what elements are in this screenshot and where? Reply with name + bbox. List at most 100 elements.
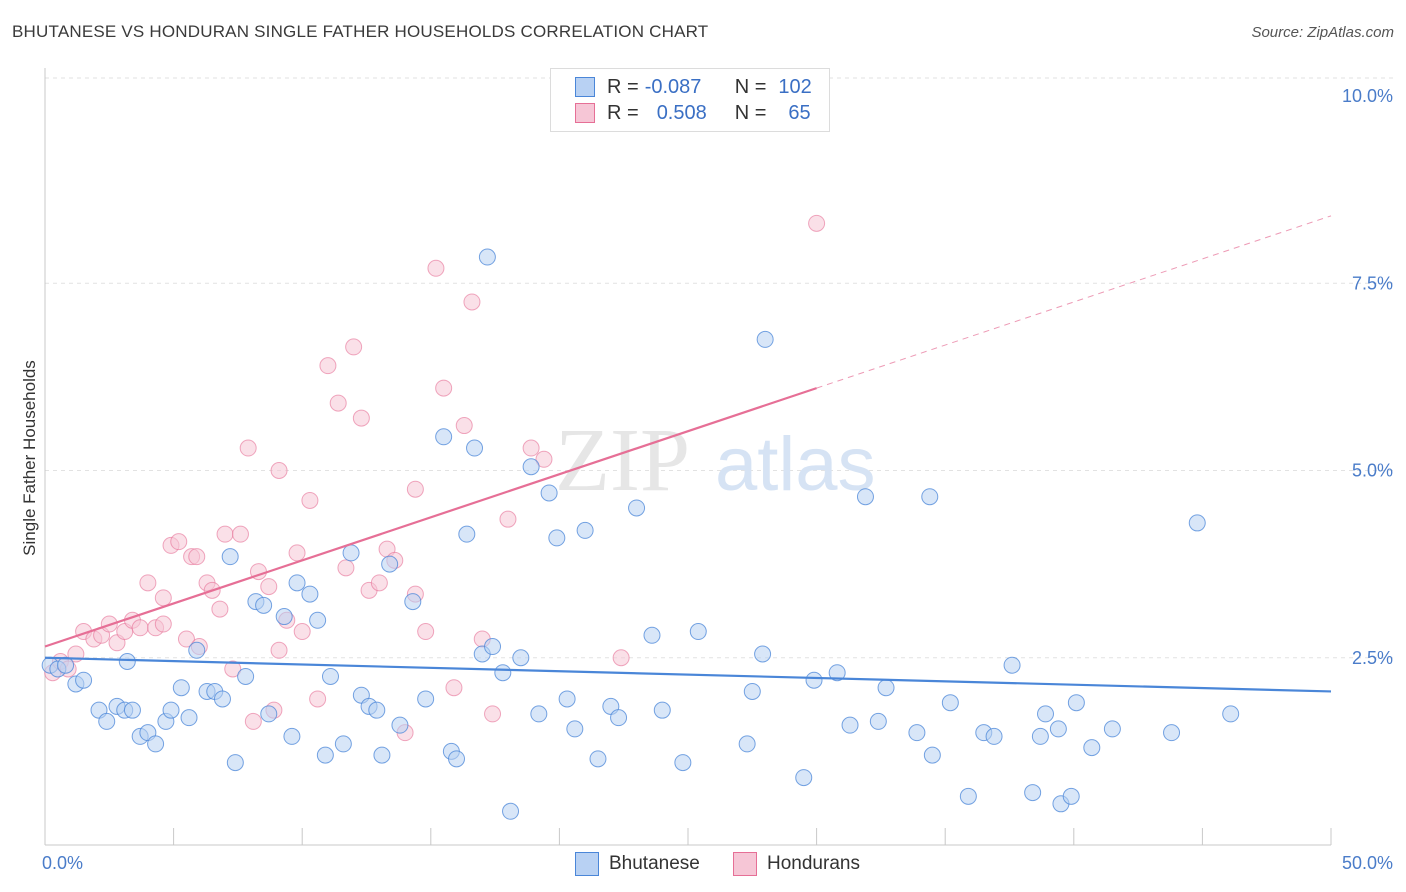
bhutanese-point <box>458 525 476 543</box>
legend-row-hondurans: R = 0.508 N = 65 <box>575 101 811 125</box>
honduran-point <box>463 293 481 311</box>
bhutanese-point <box>57 656 75 674</box>
honduran-point <box>270 641 288 659</box>
bhutanese-point <box>1103 720 1121 738</box>
bhutanese-points <box>41 248 1240 820</box>
bhutanese-point <box>321 667 339 685</box>
bhutanese-point <box>1003 656 1021 674</box>
x-tick-min: 0.0% <box>42 853 83 873</box>
honduran-point <box>288 544 306 562</box>
bhutanese-point <box>448 750 466 768</box>
bhutanese-point <box>1222 705 1240 723</box>
bhutanese-point <box>301 585 319 603</box>
bottom-legend-label-hondurans: Hondurans <box>767 853 860 874</box>
honduran-point <box>417 623 435 641</box>
bhutanese-point <box>404 593 422 611</box>
bhutanese-point <box>162 701 180 719</box>
bottom-legend-bhutanese: Bhutanese <box>575 852 700 876</box>
honduran-point <box>270 462 288 479</box>
legend-row-bhutanese: R = -0.087 N = 102 <box>575 75 812 99</box>
bhutanese-point <box>522 458 540 476</box>
bhutanese-point <box>558 690 576 708</box>
bhutanese-point <box>512 649 530 667</box>
honduran-point <box>435 379 453 397</box>
honduran-point <box>808 214 826 232</box>
x-tick-max: 50.0% <box>1342 853 1393 873</box>
bhutanese-point <box>1083 739 1101 757</box>
bhutanese-point <box>566 720 584 738</box>
honduran-point <box>131 619 149 637</box>
honduran-point <box>139 574 157 592</box>
honduran-point <box>499 510 517 528</box>
honduran-point <box>612 649 630 667</box>
honduran-point <box>177 630 195 648</box>
bhutanese-point <box>743 682 761 700</box>
bhutanese-point <box>941 694 959 712</box>
bhutanese-point <box>754 645 772 663</box>
y-tick-label: 10.0% <box>1342 86 1393 106</box>
bhutanese-point <box>466 439 484 457</box>
legend-swatch-bhutanese <box>575 77 595 97</box>
axes <box>44 68 1332 846</box>
bhutanese-point <box>805 671 823 689</box>
gridlines <box>45 77 1393 659</box>
watermark-zip: ZIP <box>555 411 690 510</box>
bhutanese-point <box>342 544 360 562</box>
bhutanese-point <box>653 701 671 719</box>
honduran-point <box>445 679 463 697</box>
honduran-point <box>522 439 540 457</box>
honduran-point <box>188 548 206 566</box>
bhutanese-point <box>98 712 116 730</box>
bhutanese-point <box>1049 720 1067 738</box>
bhutanese-point <box>478 248 496 266</box>
honduran-point <box>345 338 363 356</box>
bottom-legend-swatch-hondurans <box>733 852 757 876</box>
bhutanese-point <box>502 802 520 820</box>
bhutanese-point <box>237 667 255 685</box>
bhutanese-point <box>188 641 206 659</box>
y-tick-labels: 2.5% 5.0% 7.5% 10.0% <box>1342 86 1393 668</box>
bhutanese-point <box>921 488 939 506</box>
y-tick-label: 7.5% <box>1352 273 1393 293</box>
honduran-point <box>427 259 445 277</box>
bhutanese-point <box>828 664 846 682</box>
bhutanese-point <box>226 754 244 772</box>
bhutanese-point <box>316 746 334 764</box>
bhutanese-point <box>589 750 607 768</box>
bhutanese-point <box>1024 784 1042 802</box>
bhutanese-point <box>530 705 548 723</box>
bhutanese-point <box>1163 724 1181 742</box>
bhutanese-point <box>985 727 1003 745</box>
bhutanese-point <box>856 488 874 506</box>
honduran-point <box>535 450 553 468</box>
honduran-point <box>231 525 249 543</box>
hondurans-trend-line <box>44 387 817 648</box>
bhutanese-point <box>391 716 409 734</box>
legend-n-label: N = <box>734 101 767 124</box>
bhutanese-point <box>75 671 93 689</box>
y-tick-label: 5.0% <box>1352 461 1393 481</box>
legend-r-label: R = <box>607 75 639 98</box>
bhutanese-point <box>959 787 977 805</box>
bhutanese-point <box>674 754 692 772</box>
honduran-point <box>224 660 242 678</box>
bhutanese-point <box>484 638 502 656</box>
honduran-point <box>211 600 229 618</box>
legend: R = -0.087 N = 102 R = 0.508 N = 65 <box>550 68 830 132</box>
honduran-point <box>154 589 172 607</box>
honduran-point <box>319 357 337 375</box>
bhutanese-point <box>610 709 628 727</box>
bhutanese-point <box>1067 694 1085 712</box>
legend-r-value: -0.087 <box>644 75 702 98</box>
legend-n-value: 65 <box>788 101 811 124</box>
bhutanese-point <box>540 484 558 502</box>
bhutanese-point <box>738 735 756 753</box>
legend-n-value: 102 <box>778 75 812 98</box>
bhutanese-point <box>1031 727 1049 745</box>
y-tick-label: 2.5% <box>1352 648 1393 668</box>
legend-n-label: N = <box>734 75 767 98</box>
bhutanese-point <box>417 690 435 708</box>
bhutanese-point <box>172 679 190 697</box>
watermark-atlas: atlas <box>715 422 876 507</box>
